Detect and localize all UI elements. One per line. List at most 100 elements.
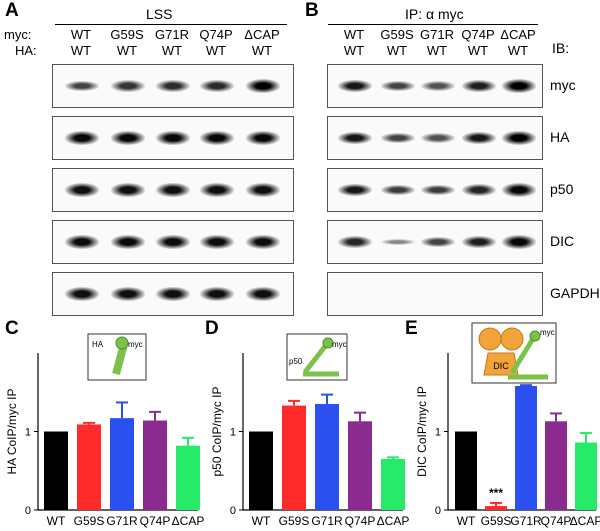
- panel-a-title: LSS: [146, 6, 173, 22]
- chart-e-letter: E: [405, 318, 418, 339]
- panel-b-myc-band-2: [381, 80, 415, 92]
- panel-a-myc-band-4: [200, 80, 234, 92]
- panel-b-lane-2-ha-label: WT: [386, 43, 408, 58]
- panel-a-ha-band-2: [111, 131, 145, 145]
- chart-d-ytick-label-0: 0: [230, 505, 236, 517]
- panel-a-dic-band-2: [111, 235, 145, 249]
- panel-a-p50-band-3: [156, 183, 190, 197]
- panel-b-myc-band-4: [462, 79, 496, 93]
- chart-c-inset-label-1: HA: [92, 340, 104, 349]
- panel-a-ha-band-1: [65, 131, 99, 145]
- panel-b-ha-band-5: [502, 131, 536, 145]
- panel-a-lane-4-ha-label: WT: [205, 43, 227, 58]
- panel-b-letter: B: [305, 0, 319, 21]
- panel-a-myc-band-3: [156, 80, 190, 92]
- chart-e-xtick-label-2: G59S: [481, 514, 512, 528]
- panel-b-ha-band-2: [381, 132, 415, 144]
- chart-c-bar-1: [44, 431, 68, 510]
- panel-b-dic-band-3: [421, 236, 455, 248]
- chart-d-ytick-label-1: 1: [230, 427, 236, 439]
- chart-e-xtick-label-5: ΔCAP: [570, 514, 600, 528]
- chart-e-inset-dynein-head-1: [478, 327, 502, 351]
- chart-e-bar-3: [515, 385, 537, 510]
- panel-a-gapdh-band-1: [65, 287, 99, 301]
- chart-e-inset-arm: [509, 335, 537, 375]
- chart-d-inset-label-1: p50: [289, 357, 303, 366]
- panel-a-blot-gapdh: [52, 272, 294, 316]
- panel-a-myc-band-2: [111, 80, 145, 92]
- panel-b-lane-4-ha-label: WT: [467, 43, 489, 58]
- panel-b-dic-band-2: [381, 238, 415, 246]
- chart-d-xtick-label-2: G59S: [279, 514, 310, 528]
- chart-c-ytick-label-1: 1: [25, 427, 31, 439]
- panel-a-lane-4-myc-label: Q74P: [199, 27, 233, 42]
- panel-b-dic-band-1: [338, 236, 372, 248]
- panel-a-blot-p50: [52, 168, 294, 212]
- panel-a-gapdh-band-5: [246, 287, 280, 301]
- panel-b-lane-4-myc-label: Q74P: [461, 27, 495, 42]
- chart-d-xtick-label-1: WT: [252, 514, 271, 528]
- chart-e-bar-1: [455, 431, 477, 510]
- panel-a-lane-3-ha-label: WT: [161, 43, 183, 58]
- chart-c-bar-3: [110, 418, 134, 510]
- panel-a-lane-2-myc-label: G59S: [110, 27, 144, 42]
- chart-c-xtick-label-2: G59S: [74, 514, 105, 528]
- panel-b-p50-band-5: [502, 183, 536, 197]
- panel-a-p50-band-5: [246, 183, 280, 197]
- panel-a-gapdh-band-4: [200, 287, 234, 301]
- chart-e-inset-label-2: myc: [540, 328, 555, 337]
- chart-e-bar-5: [575, 442, 597, 510]
- panel-a-myc-band-1: [65, 80, 99, 92]
- ib-label-ha: HA: [550, 129, 570, 145]
- chart-d-xtick-label-4: Q74P: [345, 514, 376, 528]
- ib-label-p50: p50: [550, 181, 574, 197]
- chart-d-xtick-label-5: ΔCAP: [377, 514, 410, 528]
- panel-b-title: IP: α myc: [405, 6, 464, 22]
- panel-a-p50-band-2: [111, 183, 145, 197]
- panel-a-letter: A: [5, 0, 19, 21]
- chart-d-bar-1: [249, 431, 273, 510]
- panel-b-lane-3-ha-label: WT: [426, 43, 448, 58]
- panel-b-lane-5-myc-label: ΔCAP: [500, 27, 536, 42]
- panel-b-lane-1-myc-label: WT: [343, 27, 365, 42]
- chart-e-ylabel: DIC CoIP/myc IP: [415, 386, 429, 477]
- chart-c-ylabel: HA CoIP/myc IP: [5, 388, 19, 474]
- panel-a-lane-5-ha-label: WT: [251, 43, 273, 58]
- panel-b-ha-band-1: [338, 131, 372, 145]
- chart-e-xtick-label-3: G71R: [510, 514, 542, 528]
- chart-d-bar-4: [348, 421, 372, 510]
- panel-a-ha-label: HA:: [15, 43, 37, 58]
- panel-a-blot-dic: [52, 220, 294, 264]
- panel-b-blot-dic: [327, 220, 543, 264]
- ib-label-gapdh: GAPDH: [550, 285, 600, 301]
- panel-b-lane-3-myc-label: G71R: [420, 27, 454, 42]
- ib-label-dic: DIC: [550, 233, 575, 249]
- chart-d-bar-2: [282, 405, 306, 510]
- panel-b-lane-2-myc-label: G59S: [380, 27, 414, 42]
- chart-d-bar-3: [315, 404, 339, 510]
- panel-b-blot-p50: [327, 168, 543, 212]
- chart-c-letter: C: [5, 318, 19, 339]
- ib-label-myc: myc: [550, 77, 576, 93]
- chart-d-xtick-label-3: G71R: [311, 514, 343, 528]
- chart-d-inset-myc-ball: [322, 337, 334, 349]
- chart-e-bar-2: [485, 506, 507, 510]
- panel-a-p50-band-4: [200, 183, 234, 197]
- chart-d-ylabel: p50 CoIP/myc IP: [210, 386, 224, 476]
- chart-e-inset-label-1: DIC: [493, 361, 509, 371]
- panel-a-p50-band-1: [65, 183, 99, 197]
- panel-b-myc-band-1: [338, 79, 372, 93]
- panel-b-dic-band-4: [462, 235, 496, 249]
- chart-c-bar-2: [77, 424, 101, 510]
- chart-d-inset-label-2: myc: [332, 340, 347, 349]
- panel-b-blot-ha: [327, 116, 543, 160]
- chart-c-inset-label-2: myc: [128, 340, 143, 349]
- panel-b-header-line: [328, 24, 538, 25]
- panel-a-lane-3-myc-label: G71R: [155, 27, 189, 42]
- panel-b-ha-band-3: [421, 133, 455, 143]
- panel-a-dic-band-5: [246, 235, 280, 249]
- panel-b-ib-header: IB:: [552, 40, 570, 56]
- chart-e-bar-4: [545, 421, 567, 510]
- chart-e-xtick-label-1: WT: [457, 514, 476, 528]
